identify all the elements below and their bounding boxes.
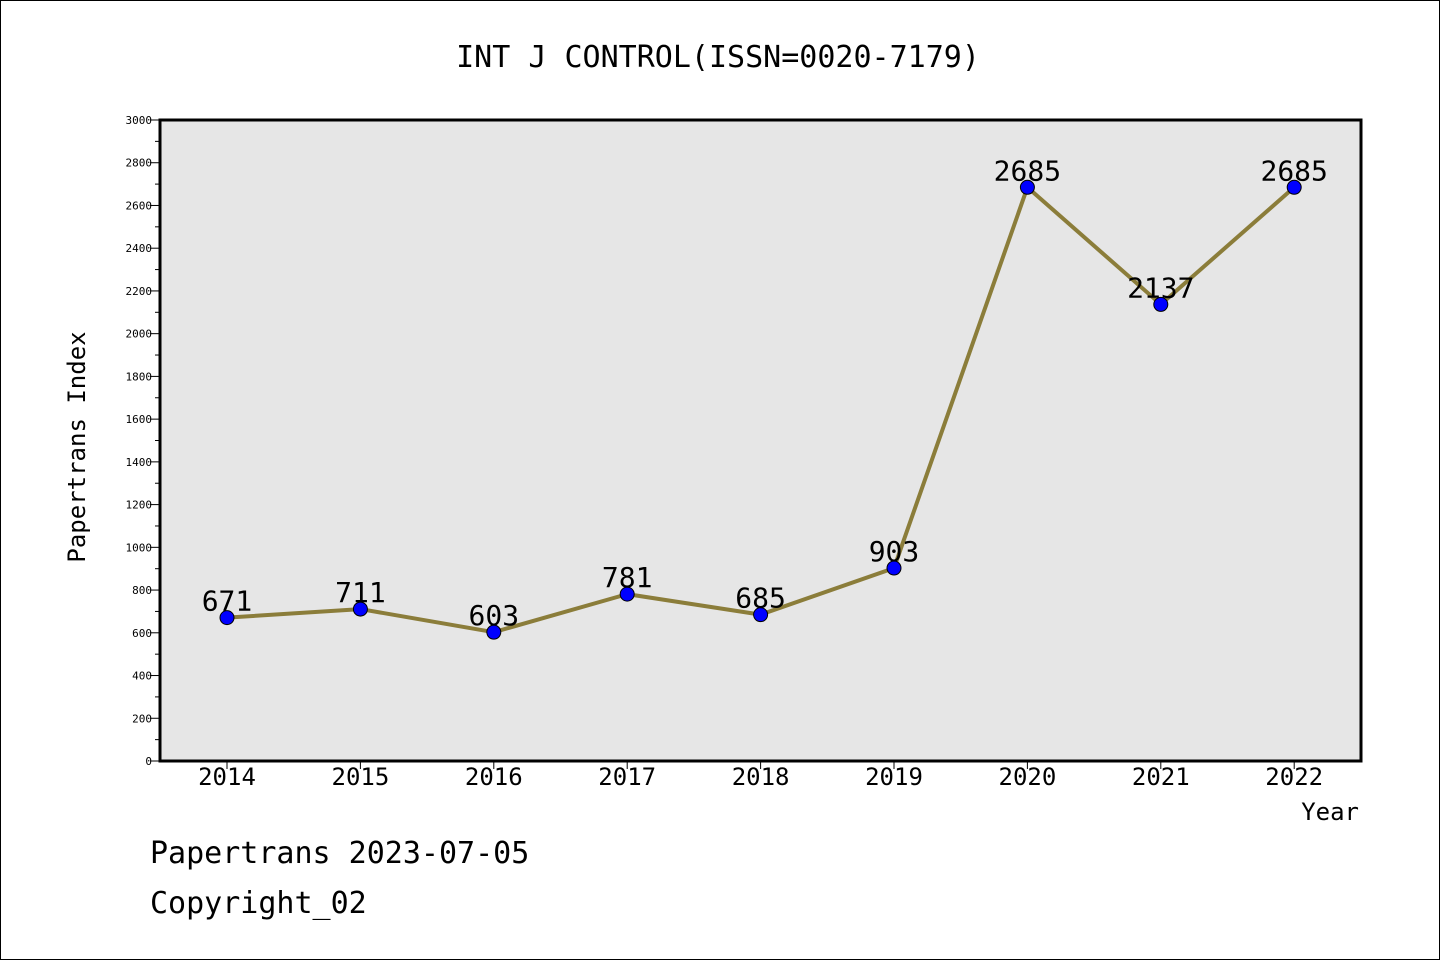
y-tick-label: 1000 (126, 541, 153, 554)
y-tick-label: 2200 (126, 285, 153, 298)
y-tick-label: 0 (145, 755, 152, 768)
y-tick-label: 3000 (126, 114, 153, 127)
y-tick-label: 1800 (126, 370, 153, 383)
y-axis-title: Papertrans Index (63, 331, 91, 562)
y-tick-label: 400 (132, 670, 152, 683)
x-axis-title: Year (1301, 798, 1359, 826)
point-layer (219, 179, 1302, 640)
data-point (1286, 179, 1302, 195)
data-point (352, 601, 368, 617)
x-axis: 2014 2015 2016 2017 2018 2019 2020 2021 2022 (198, 761, 1323, 791)
y-tick-label: 600 (132, 627, 152, 640)
y-tick-label: 800 (132, 584, 152, 597)
data-point (1019, 179, 1035, 195)
data-label: 2685 (994, 154, 1061, 187)
x-tick-label: 2019 (865, 763, 923, 791)
x-tick-label: 2016 (465, 763, 523, 791)
data-label: 2685 (1260, 154, 1327, 187)
y-tick-label: 1400 (126, 456, 153, 469)
plot-area (158, 118, 1363, 763)
data-label: 781 (602, 561, 653, 594)
data-point (619, 586, 635, 602)
y-tick-label: 2000 (126, 328, 153, 341)
data-point (219, 610, 235, 626)
y-tick-label: 200 (132, 712, 152, 725)
data-label-layer: 671 711 603 781 685 903 2685 2137 2685 (202, 154, 1328, 632)
data-point (753, 607, 769, 623)
x-tick-label: 2021 (1132, 763, 1190, 791)
y-tick-label: 2400 (126, 242, 153, 255)
data-label: 903 (869, 535, 920, 568)
x-tick-label: 2020 (999, 763, 1057, 791)
data-label: 711 (335, 576, 386, 609)
data-label: 2137 (1127, 271, 1194, 304)
data-point (1153, 296, 1169, 312)
footer-source-date: Papertrans 2023-07-05 (150, 836, 530, 871)
data-label: 603 (469, 599, 520, 632)
x-tick-label: 2022 (1265, 763, 1323, 791)
y-tick-label: 1600 (126, 413, 153, 426)
x-tick-label: 2018 (732, 763, 790, 791)
x-tick-label: 2014 (198, 763, 256, 791)
data-label: 685 (735, 582, 786, 615)
y-tick-label: 2800 (126, 157, 153, 170)
x-tick-label: 2015 (332, 763, 390, 791)
y-tick-label: 2600 (126, 199, 153, 212)
data-point (886, 560, 902, 576)
x-tick-label: 2017 (598, 763, 656, 791)
y-tick-label: 1200 (126, 499, 153, 512)
chart-title: INT J CONTROL(ISSN=0020-7179) (456, 40, 980, 75)
footer-copyright: Copyright_02 (150, 886, 367, 921)
data-point (486, 624, 502, 640)
data-label: 671 (202, 585, 253, 618)
y-axis: 0 200 400 600 800 1000 1200 1400 1600 1800 2000 220… (126, 114, 160, 768)
